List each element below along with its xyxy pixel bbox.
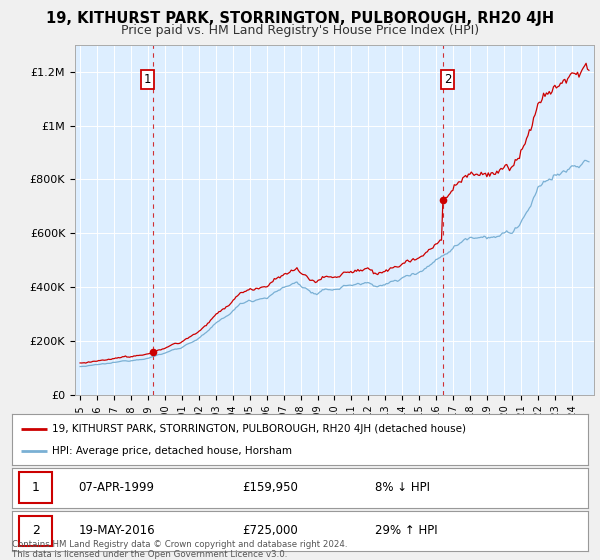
Text: 8% ↓ HPI: 8% ↓ HPI bbox=[375, 481, 430, 494]
Text: 19, KITHURST PARK, STORRINGTON, PULBOROUGH, RH20 4JH (detached house): 19, KITHURST PARK, STORRINGTON, PULBOROU… bbox=[52, 423, 466, 433]
Text: 19, KITHURST PARK, STORRINGTON, PULBOROUGH, RH20 4JH: 19, KITHURST PARK, STORRINGTON, PULBOROU… bbox=[46, 11, 554, 26]
Text: £725,000: £725,000 bbox=[242, 524, 298, 538]
Text: 1: 1 bbox=[143, 73, 151, 86]
Text: HPI: Average price, detached house, Horsham: HPI: Average price, detached house, Hors… bbox=[52, 446, 292, 456]
Text: 2: 2 bbox=[444, 73, 452, 86]
Text: 1: 1 bbox=[32, 481, 40, 494]
Text: 29% ↑ HPI: 29% ↑ HPI bbox=[375, 524, 437, 538]
Text: £159,950: £159,950 bbox=[242, 481, 298, 494]
Text: Price paid vs. HM Land Registry's House Price Index (HPI): Price paid vs. HM Land Registry's House … bbox=[121, 24, 479, 36]
Text: 2: 2 bbox=[32, 524, 40, 538]
Text: 07-APR-1999: 07-APR-1999 bbox=[78, 481, 154, 494]
Text: Contains HM Land Registry data © Crown copyright and database right 2024.
This d: Contains HM Land Registry data © Crown c… bbox=[12, 540, 347, 559]
FancyBboxPatch shape bbox=[19, 473, 52, 503]
FancyBboxPatch shape bbox=[19, 516, 52, 546]
Text: 19-MAY-2016: 19-MAY-2016 bbox=[78, 524, 155, 538]
